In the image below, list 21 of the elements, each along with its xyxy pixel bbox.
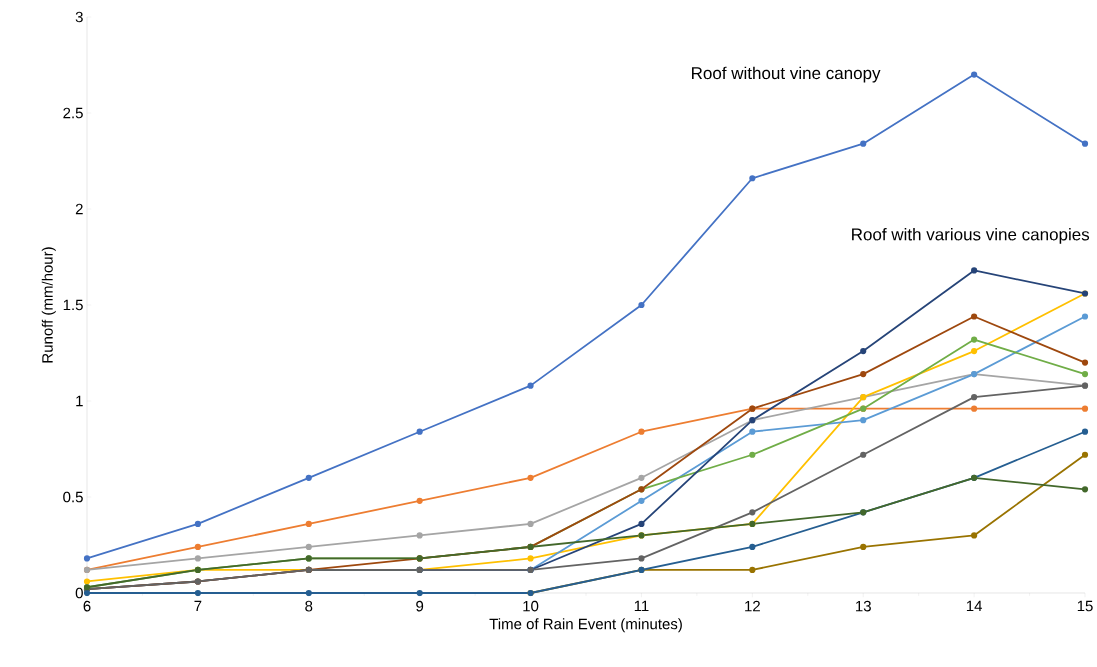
x-tick-label: 9 (416, 600, 424, 612)
y-tick-label: 2.5 (63, 107, 83, 119)
x-tick-label: 13 (856, 600, 871, 612)
x-tick-label: 14 (966, 600, 983, 612)
annotation: Roof with various vine canopies (852, 227, 1090, 244)
x-tick-label: 12 (745, 600, 760, 612)
y-tick-label: 1 (76, 395, 83, 407)
x-tick-label: 11 (634, 600, 649, 612)
y-tick-label: 1.5 (63, 299, 83, 311)
x-tick-label: 7 (194, 600, 202, 612)
y-tick-label: 2 (75, 203, 83, 215)
x-tick-label: 15 (1077, 600, 1093, 612)
y-axis-title: Runoff (mm/hour) (41, 247, 56, 363)
x-tick-label: 8 (305, 600, 313, 612)
x-tick-label: 6 (83, 600, 91, 612)
y-tick-label: 0.5 (63, 491, 83, 503)
y-tick-label: 3 (75, 11, 83, 23)
annotation: Roof without vine canopy (692, 66, 881, 83)
y-tick-label: 0 (75, 587, 83, 599)
x-axis-title: Time of Rain Event (minutes) (489, 618, 682, 633)
x-tick-label: 10 (523, 600, 539, 612)
